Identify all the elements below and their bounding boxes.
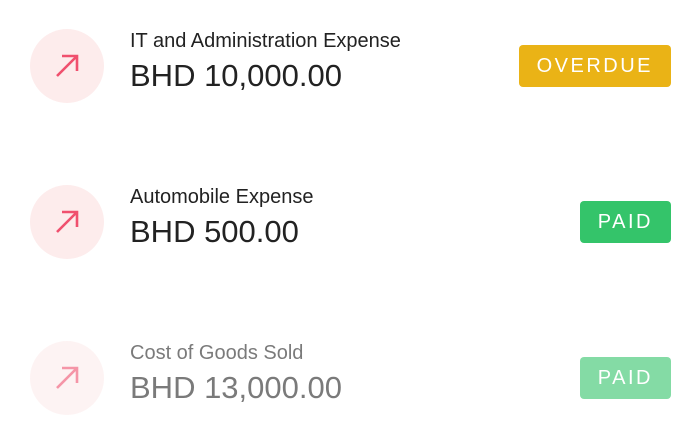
status-badge: PAID [579, 201, 671, 243]
arrow-up-right-icon [56, 210, 79, 233]
transaction-row[interactable]: Cost of Goods Sold BHD 13,000.00 PAID [0, 312, 699, 415]
expense-icon-circle [30, 341, 104, 415]
status-badge: PAID [579, 357, 671, 399]
status-badge: OVERDUE [518, 45, 671, 87]
transaction-title: Cost of Goods Sold [130, 342, 304, 364]
transaction-amount: BHD 10,000.00 [130, 58, 342, 93]
transaction-row[interactable]: Automobile Expense BHD 500.00 PAID [0, 156, 699, 259]
transaction-amount: BHD 13,000.00 [130, 370, 342, 405]
transaction-title: IT and Administration Expense [130, 30, 401, 52]
expense-icon-circle [30, 185, 104, 259]
transaction-amount: BHD 500.00 [130, 214, 299, 249]
transaction-row[interactable]: IT and Administration Expense BHD 10,000… [0, 0, 699, 103]
transaction-title: Automobile Expense [130, 186, 314, 208]
expense-icon-circle [30, 29, 104, 103]
arrow-up-right-icon [56, 54, 79, 77]
arrow-up-right-icon [56, 366, 79, 389]
